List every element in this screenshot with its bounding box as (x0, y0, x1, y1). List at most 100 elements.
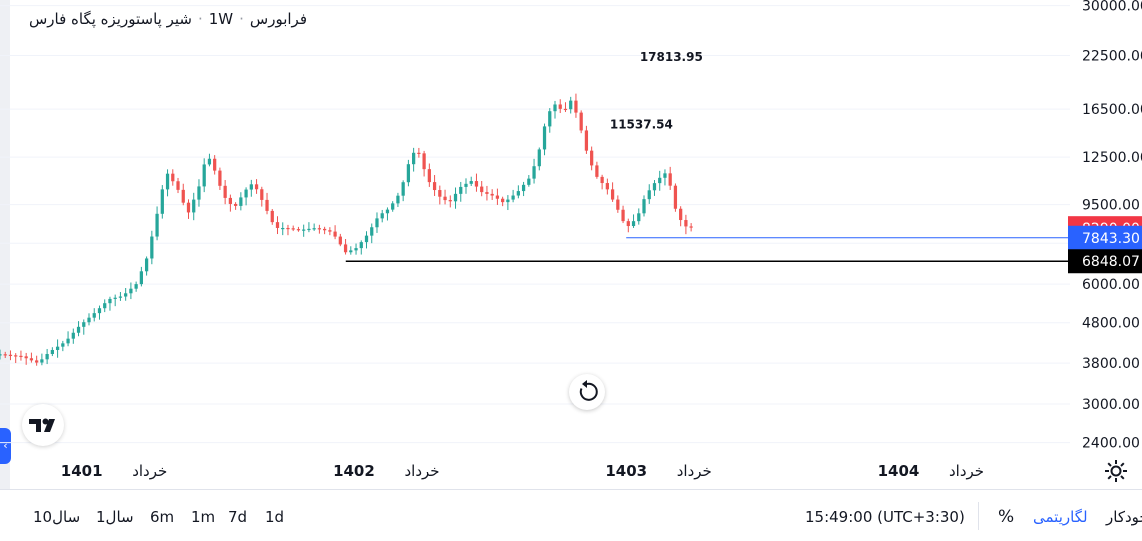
y-tick-label: 9500.00 (1082, 198, 1140, 214)
candle-body (443, 196, 447, 201)
candle-body (134, 284, 138, 289)
candle-body (29, 358, 34, 361)
candle-body (338, 236, 342, 245)
timeframe-10y-button[interactable]: 10سال (33, 508, 81, 526)
toolbar-divider (978, 502, 979, 530)
percent-scale-button[interactable]: % (998, 507, 1015, 527)
chevron-left-icon[interactable]: ‹ (0, 428, 11, 464)
candle-body (312, 228, 316, 230)
candle-body (61, 343, 65, 347)
time-axis[interactable]: 1401 خرداد 1402 خرداد 1403 خرداد 1404 خرداد (61, 462, 984, 480)
y-tick-label: 4800.00 (1082, 316, 1140, 332)
candle-body (637, 213, 641, 222)
x-tick-label: خرداد (677, 462, 712, 480)
candle-body (511, 195, 515, 200)
candle-body (647, 190, 651, 200)
candle-body (76, 326, 81, 333)
candle-body (590, 150, 594, 166)
candle-body (218, 170, 222, 186)
price-annotation-1: 17813.95 (640, 50, 703, 64)
candle-body (658, 177, 662, 184)
timeframe-1y-button[interactable]: 1سال (96, 508, 134, 526)
price-chart[interactable]: 17813.95 11537.54 2400.00 3000.00 3800.00 48… (0, 0, 1142, 488)
candle-body (150, 236, 154, 259)
candle-body (584, 130, 589, 151)
auto-scale-button[interactable]: خودکار (1106, 508, 1142, 526)
candle-body (485, 192, 489, 194)
candle-body (165, 173, 170, 190)
candle-body (328, 230, 332, 232)
candle-body (160, 189, 164, 214)
timeframe-6m-button[interactable]: 6m (150, 508, 175, 526)
candle-body (307, 228, 311, 231)
candle-body (453, 193, 458, 202)
candle-body (542, 126, 547, 150)
timeframe-7d-button[interactable]: 7d (228, 508, 248, 526)
x-tick-label: 1404 (878, 462, 920, 480)
candle-body (521, 184, 526, 192)
candle-body (139, 271, 143, 285)
candle-body (689, 226, 693, 228)
candle-body (176, 181, 180, 190)
candle-body (302, 229, 306, 231)
candle-body (71, 332, 75, 339)
candle-body (343, 244, 348, 253)
candle-body (621, 209, 625, 222)
y-tick-label: 3000.00 (1082, 397, 1140, 413)
candle-body (118, 296, 123, 298)
candle-body (480, 186, 484, 193)
candle-body (8, 354, 13, 356)
chart-annotations: 17813.95 11537.54 (610, 50, 703, 131)
candle-body (349, 250, 353, 253)
tradingview-logo-icon[interactable] (22, 404, 64, 446)
candle-body (391, 203, 395, 210)
candle-body (673, 185, 678, 209)
candle-body (155, 213, 159, 237)
candle-body (495, 195, 500, 199)
chart-grid (0, 5, 1070, 444)
candle-body (186, 202, 191, 213)
black-support-line-tag: 6848.07 (1082, 254, 1140, 270)
candle-body (438, 190, 442, 197)
candle-body (286, 227, 290, 230)
candle-body (317, 228, 322, 230)
timeframe-1d-button[interactable]: 1d (265, 508, 285, 526)
x-tick-label: خرداد (404, 462, 439, 480)
candle-body (501, 198, 505, 203)
candle-body (385, 209, 390, 214)
candle-body (129, 288, 133, 294)
timeframe-1m-button[interactable]: 1m (191, 508, 216, 526)
gear-icon[interactable] (1103, 458, 1129, 484)
candle-body (124, 293, 128, 297)
candle-body (459, 186, 463, 194)
x-tick-label: خرداد (132, 462, 167, 480)
candle-body (213, 158, 217, 171)
symbol-interval[interactable]: 1W (208, 10, 234, 28)
candle-body (66, 338, 70, 344)
candle-body (192, 199, 196, 213)
candle-body (82, 322, 86, 327)
x-tick-label: 1401 (61, 462, 103, 480)
candle-body (448, 200, 452, 202)
candle-body (595, 165, 599, 177)
candle-body (87, 317, 91, 323)
candle-body (291, 228, 295, 230)
candle-body (197, 186, 201, 200)
candle-body (574, 100, 578, 113)
candle-body (244, 189, 248, 198)
candlestick-series (0, 93, 693, 366)
y-tick-label: 3800.00 (1082, 356, 1140, 372)
time-readout[interactable]: 15:49:00 (UTC+3:30) (805, 508, 965, 526)
reset-chart-icon[interactable] (569, 374, 605, 410)
candle-body (668, 173, 672, 186)
candle-body (3, 354, 7, 356)
candle-body (548, 111, 552, 127)
candle-body (359, 242, 363, 249)
blue-support-line-tag: 7843.30 (1082, 231, 1140, 247)
symbol-name[interactable]: شیر پاستوریزه پگاه فارس (28, 10, 192, 28)
candle-body (265, 199, 269, 211)
log-scale-button[interactable]: لگاریتمی (1033, 508, 1088, 526)
candle-body (249, 184, 253, 190)
candle-body (181, 189, 185, 203)
candle-body (600, 176, 604, 184)
